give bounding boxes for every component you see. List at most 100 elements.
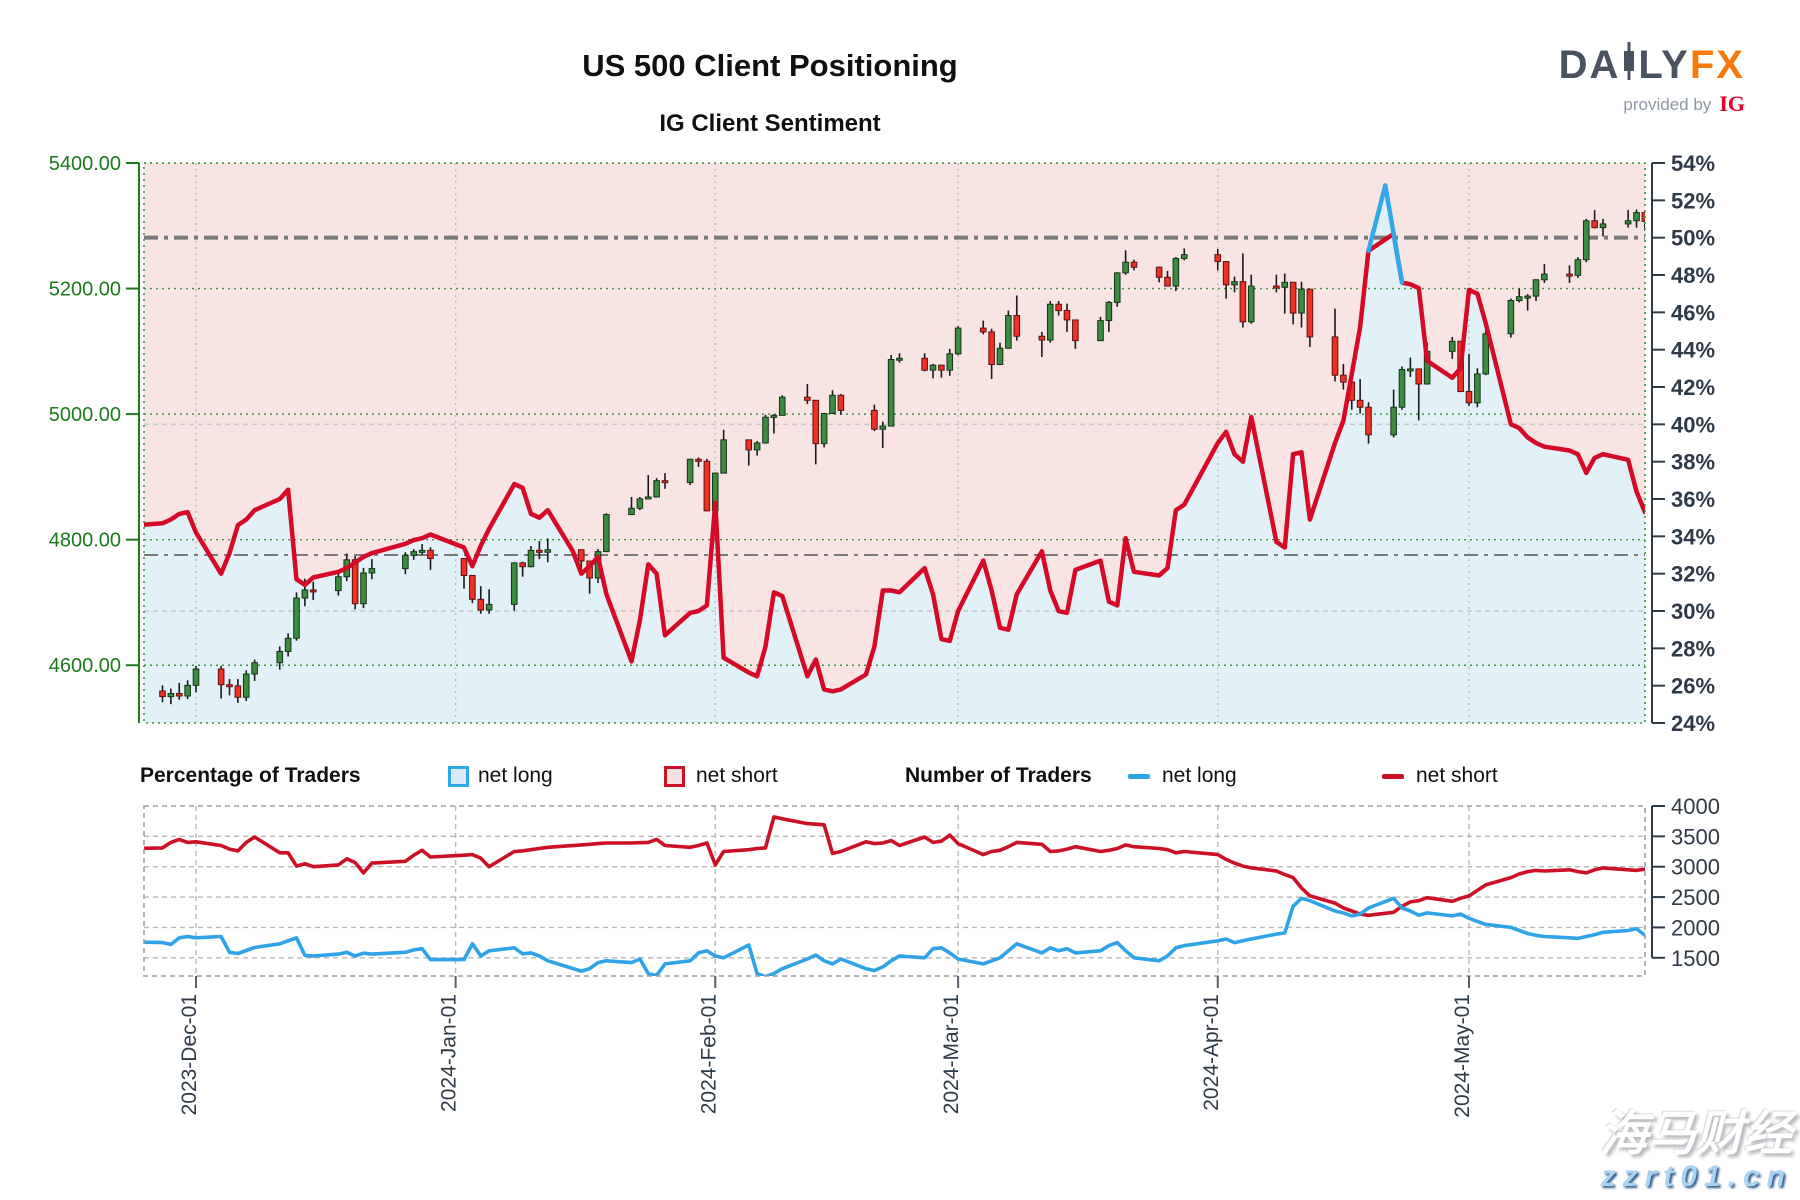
candle-down <box>1130 261 1138 268</box>
candle-up <box>603 514 610 553</box>
candle-down <box>1331 336 1339 376</box>
candle-down <box>1164 276 1171 287</box>
candle-down <box>477 598 485 611</box>
candle-down <box>1222 261 1230 286</box>
candle-up <box>1097 320 1104 342</box>
candle-down <box>159 690 166 698</box>
candle-up <box>1541 273 1548 281</box>
candle-down <box>703 460 711 512</box>
candle-up <box>1507 299 1515 335</box>
pct-tick-label: 52% <box>1671 188 1715 213</box>
candle-down <box>1013 315 1021 337</box>
candle-down <box>234 685 242 698</box>
candle-up <box>284 637 292 652</box>
pct-tick-label: 54% <box>1671 151 1715 176</box>
candlestick-icon <box>1622 42 1636 87</box>
watermark-site-url: zzrt01.cn <box>1600 1159 1792 1193</box>
dailyfx-logo: DA LY FX provided by IG <box>1559 42 1745 115</box>
pct-tick-label: 44% <box>1671 338 1715 363</box>
candle-down <box>309 589 317 593</box>
count-tick-label: 3000 <box>1671 855 1720 880</box>
net-short-upper-region <box>144 163 1645 692</box>
candle-up <box>1231 281 1238 286</box>
candle-up <box>1532 279 1540 297</box>
candle-up <box>896 357 903 361</box>
pct-net-long-line <box>1366 183 1405 285</box>
price-axis: 5400.00 5200.00 5000.00 4800.00 4600.00 <box>49 153 140 723</box>
pct-tick-label: 32% <box>1671 562 1715 587</box>
candle-up <box>485 603 493 611</box>
dailyfx-wordmark: DA LY FX <box>1559 42 1745 87</box>
candle-up <box>996 347 1004 366</box>
candle-down <box>427 549 434 560</box>
candle-up <box>410 551 418 556</box>
price-tick-label: 4600.00 <box>49 655 121 677</box>
main-plot-border <box>143 162 1646 724</box>
candle-down <box>1055 303 1062 312</box>
candle-down <box>1415 368 1423 385</box>
candle-up <box>644 496 652 500</box>
candle-up <box>1298 288 1305 314</box>
candle-up <box>1180 254 1188 259</box>
candle-down <box>1356 399 1364 408</box>
date-tick-label: 2024-Jan-01 <box>438 994 461 1112</box>
candle-down <box>175 692 183 697</box>
candle-up <box>770 414 778 418</box>
candle-down <box>745 439 753 451</box>
candle-down <box>536 549 543 553</box>
candle-up <box>1105 301 1113 322</box>
candle-up <box>628 507 635 516</box>
logo-text-fx: FX <box>1689 42 1745 87</box>
candle-up <box>251 662 258 675</box>
candle-up <box>1633 212 1640 222</box>
count-tick-label: 2500 <box>1671 885 1720 910</box>
candle-down <box>1566 273 1573 277</box>
candle-down <box>812 399 820 445</box>
candle-up <box>1599 223 1607 229</box>
candle-up <box>167 692 175 698</box>
pct-tick-label: 50% <box>1671 226 1715 251</box>
date-axis: 2023-Dec-01 2024-Jan-01 2024-Feb-01 2024-Ma… <box>178 976 1474 1118</box>
logo-text-da: DA <box>1558 42 1621 87</box>
count-tick-label: 4000 <box>1671 794 1720 819</box>
watermark: 海马财经 zzrt01.cn <box>1600 1109 1792 1193</box>
candle-down <box>979 327 987 333</box>
chart-legend: Percentage of Traders net long net short… <box>0 760 1800 792</box>
traders-net-long-line <box>144 896 1645 976</box>
legend-pct-net-long-label: net long <box>478 764 553 787</box>
candle-up <box>418 549 426 553</box>
pct-axis: 54% 52% 50% 48% 46% 44% 42% 40% 38% 36% 34% 32% 30% 2… <box>1651 151 1715 736</box>
candle-up <box>368 568 376 574</box>
candle-up <box>1046 303 1054 341</box>
legend-pct-heading: Percentage of Traders <box>140 764 361 787</box>
candle-up <box>954 327 962 355</box>
candle-up <box>1574 259 1582 276</box>
candle-up <box>762 416 769 444</box>
pct-tick-label: 34% <box>1671 524 1715 549</box>
candle-down <box>1306 288 1314 338</box>
candle-down <box>226 684 233 688</box>
candle-up <box>335 576 342 592</box>
price-tick-label: 5000.00 <box>49 404 121 426</box>
candle-up <box>653 480 660 498</box>
candle-down <box>921 357 928 371</box>
candle-up <box>301 589 309 599</box>
candle-down <box>871 409 878 430</box>
pct-tick-label: 38% <box>1671 450 1715 475</box>
candle-down <box>1289 281 1297 314</box>
candle-up <box>1247 285 1255 323</box>
main-plot-area <box>144 163 1645 723</box>
candle-up <box>1515 296 1523 301</box>
pct-tick-label: 48% <box>1671 263 1715 288</box>
candle-up <box>753 442 761 451</box>
num-net-long-line-icon <box>1128 760 1150 792</box>
ig-logo: IG <box>1719 91 1745 116</box>
candle-up <box>829 394 836 414</box>
count-tick-label: 1500 <box>1671 946 1720 971</box>
candle-up <box>1281 281 1289 288</box>
legend-num-heading: Number of Traders <box>905 764 1092 787</box>
candle-up <box>1524 295 1531 299</box>
candle-up <box>1172 257 1180 287</box>
candle-up <box>1448 340 1456 352</box>
candle-up <box>1398 369 1406 408</box>
